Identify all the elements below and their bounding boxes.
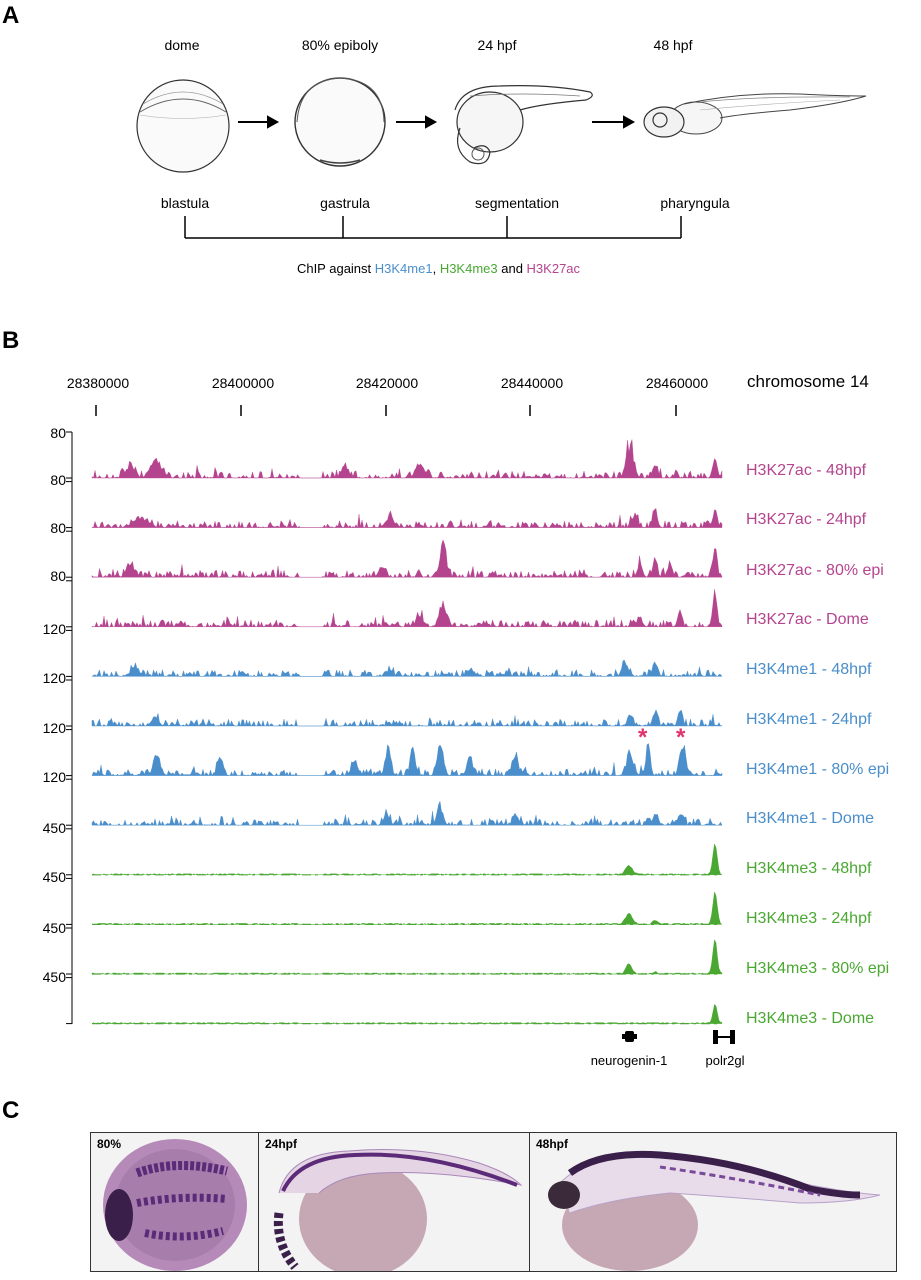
track-scale-label: 450 bbox=[42, 920, 66, 936]
signal-track bbox=[91, 743, 723, 777]
chip-description: ChIP against H3K4me1, H3K4me3 and H3K27a… bbox=[0, 261, 899, 276]
track-scale-label: 120 bbox=[42, 670, 66, 686]
chip-sep-2: and bbox=[497, 261, 527, 276]
signal-track bbox=[91, 660, 723, 678]
track-label: H3K27ac - 48hpf bbox=[746, 462, 867, 479]
track-label: H3K27ac - 24hpf bbox=[746, 511, 867, 528]
gene-label-polr2gl: polr2gl bbox=[705, 1053, 745, 1068]
signal-track bbox=[91, 939, 723, 975]
track-scale-label: 80 bbox=[50, 425, 66, 441]
coordinate-label: 28380000 bbox=[66, 375, 130, 391]
image-label: 24hpf bbox=[265, 1137, 298, 1151]
track-label: H3K4me1 - 48hpf bbox=[746, 661, 872, 678]
panel-b-letter: B bbox=[2, 327, 20, 354]
stage-label-24hpf: 24 hpf bbox=[477, 37, 517, 53]
coordinate-label: 28400000 bbox=[211, 375, 275, 391]
track-scale-label: 120 bbox=[42, 720, 66, 736]
track-signals bbox=[91, 439, 723, 1025]
signal-track bbox=[91, 539, 723, 578]
gene-model-neurogenin-1 bbox=[622, 1031, 637, 1042]
signal-track bbox=[91, 709, 723, 727]
in-situ-image-80: 80% bbox=[90, 1132, 259, 1272]
track-scale-label: 120 bbox=[42, 621, 66, 637]
image-label: 80% bbox=[97, 1137, 122, 1151]
track-scale-label: 450 bbox=[42, 869, 66, 885]
signal-track bbox=[92, 891, 723, 925]
track-label: H3K4me1 - 80% epi bbox=[746, 761, 890, 778]
track-label: H3K4me3 - 48hpf bbox=[746, 860, 872, 877]
track-label: H3K4me1 - Dome bbox=[746, 810, 875, 827]
period-label-segmentation: segmentation bbox=[474, 195, 560, 211]
track-label: H3K4me3 - 80% epi bbox=[746, 960, 890, 977]
embryo-80-photo bbox=[103, 1139, 247, 1271]
period-label-gastrula: gastrula bbox=[320, 195, 370, 211]
track-label: H3K27ac - 80% epi bbox=[746, 562, 884, 579]
panel-a-letter: A bbox=[2, 2, 20, 29]
stage-arrows bbox=[238, 115, 636, 129]
period-label-pharyngula: pharyngula bbox=[660, 195, 730, 211]
track-scale-label: 80 bbox=[50, 568, 66, 584]
track-scale-label: 450 bbox=[42, 820, 66, 836]
chip-sep-1: , bbox=[432, 261, 440, 276]
signal-track bbox=[91, 508, 723, 529]
48hpf-embryo-drawing bbox=[643, 93, 867, 138]
stage-bracket bbox=[184, 216, 682, 239]
period-label-blastula: blastula bbox=[160, 195, 210, 211]
coordinate-label: 28420000 bbox=[355, 375, 419, 391]
track-label: H3K4me3 - 24hpf bbox=[746, 910, 872, 927]
coordinate-label: 28460000 bbox=[645, 375, 709, 391]
in-situ-image-24hpf: 24hpf bbox=[258, 1132, 530, 1272]
embryo-48hpf-photo bbox=[548, 1150, 881, 1271]
track-scale-label: 80 bbox=[50, 472, 66, 488]
genome-browser-tracks bbox=[66, 405, 735, 1044]
24hpf-embryo-drawing bbox=[454, 85, 593, 165]
panel-c-letter: C bbox=[2, 1097, 20, 1124]
track-scale-label: 80 bbox=[50, 520, 66, 536]
signal-track bbox=[91, 843, 723, 876]
track-label: H3K27ac - Dome bbox=[746, 611, 869, 628]
asterisk-marker: * bbox=[676, 724, 686, 751]
gene-label-neurogenin-1: neurogenin-1 bbox=[590, 1053, 668, 1068]
track-label: H3K4me1 - 24hpf bbox=[746, 711, 872, 728]
track-scale-label: 120 bbox=[42, 769, 66, 785]
stage-label-48hpf: 48 hpf bbox=[653, 37, 693, 53]
dome-embryo-drawing bbox=[136, 79, 230, 173]
axis-ticks bbox=[66, 431, 72, 1025]
gene-model-polr2gl bbox=[713, 1030, 735, 1044]
chromosome-label: chromosome 14 bbox=[747, 372, 869, 391]
in-situ-image-48hpf: 48hpf bbox=[529, 1132, 897, 1272]
coordinate-label: 28440000 bbox=[500, 375, 564, 391]
embryo-drawings bbox=[136, 77, 867, 239]
track-label: H3K4me3 - Dome bbox=[746, 1010, 875, 1027]
signal-track bbox=[91, 589, 723, 628]
ruler-ticks bbox=[95, 405, 677, 416]
stage-label-80-epiboly: 80% epiboly bbox=[301, 37, 379, 53]
epiboly-embryo-drawing bbox=[294, 77, 386, 167]
chip-h3k27ac: H3K27ac bbox=[526, 261, 581, 276]
image-label: 48hpf bbox=[536, 1137, 569, 1151]
stage-label-dome: dome bbox=[164, 37, 200, 53]
chip-h3k4me3: H3K4me3 bbox=[439, 261, 498, 276]
chip-prefix: ChIP against bbox=[296, 261, 375, 276]
signal-track bbox=[91, 439, 723, 479]
track-scale-label: 450 bbox=[42, 969, 66, 985]
signal-track bbox=[91, 1003, 723, 1024]
asterisk-marker: * bbox=[638, 724, 648, 751]
chip-h3k4me1: H3K4me1 bbox=[374, 261, 433, 276]
signal-track bbox=[91, 800, 723, 826]
embryo-24hpf-photo bbox=[273, 1149, 523, 1271]
